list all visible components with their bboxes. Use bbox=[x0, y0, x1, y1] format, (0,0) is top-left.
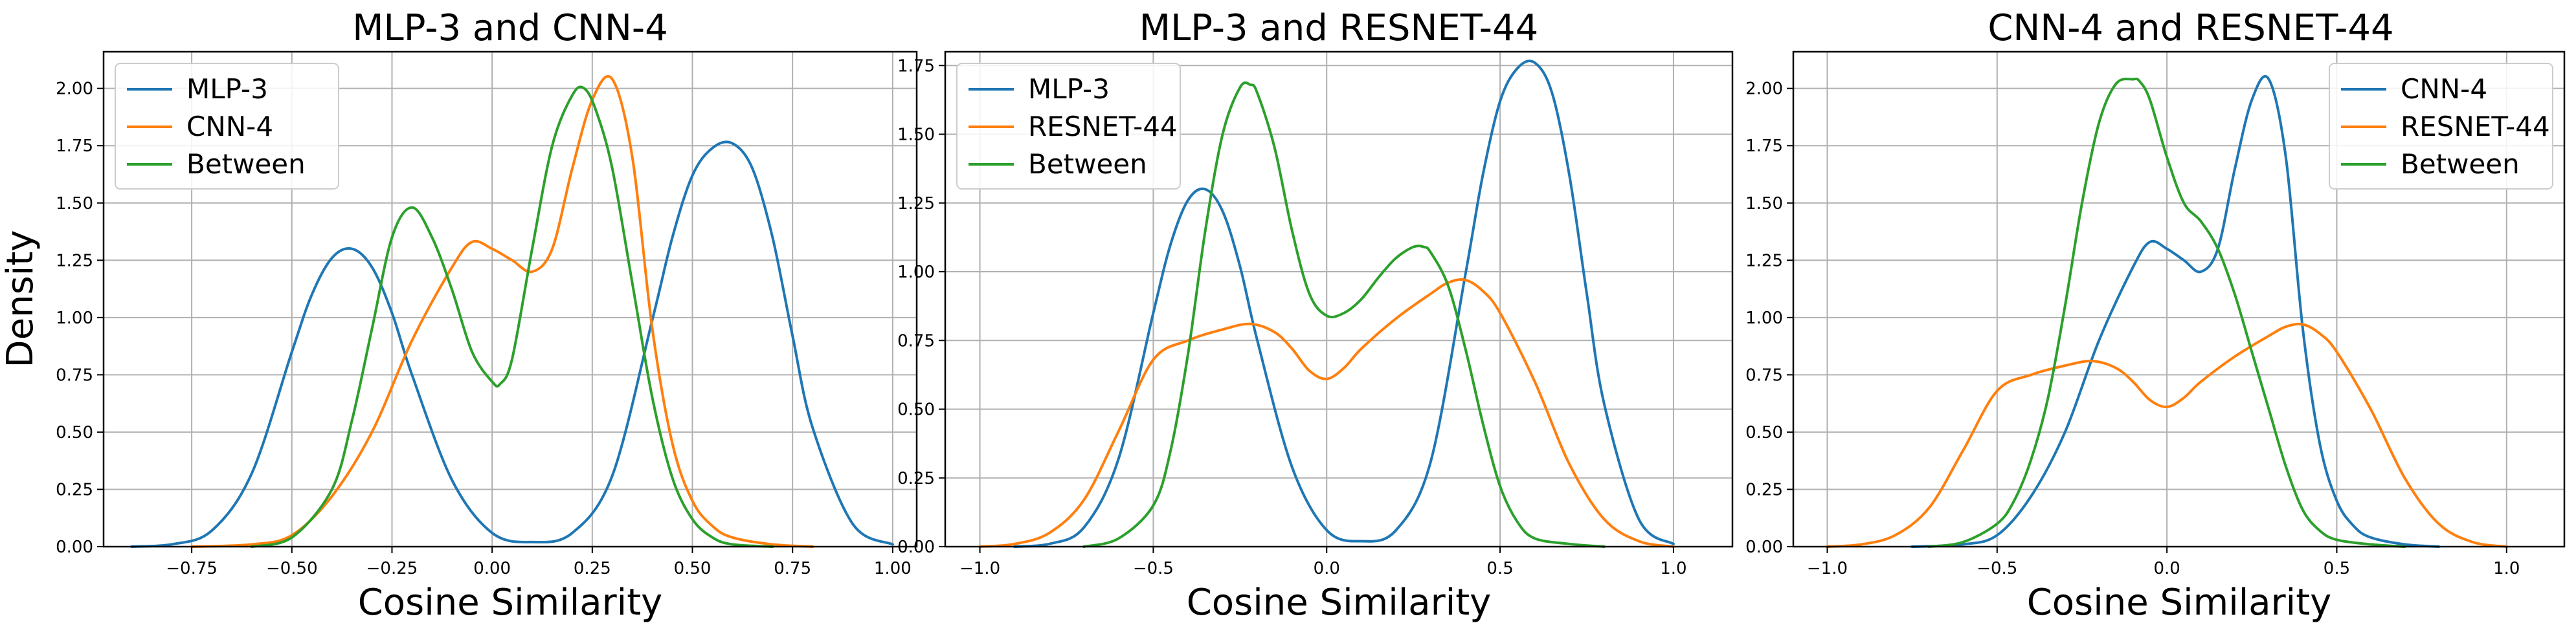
panel-mlp3-cnn4: MLP-3 and CNN-4 −0.75 −0.50 −0.25 0.00 0.25 0… bbox=[0, 7, 918, 624]
legend-label: CNN-4 bbox=[186, 111, 273, 142]
y-tick-label: 0.00 bbox=[56, 538, 93, 557]
y-tick-label: 1.50 bbox=[897, 126, 935, 145]
x-axis-label: Cosine Similarity bbox=[1187, 582, 1492, 624]
series-line-cnn-4 bbox=[190, 74, 814, 548]
x-tick-label: 0.25 bbox=[574, 559, 611, 578]
y-tick-label: 1.50 bbox=[1745, 194, 1783, 213]
y-tick-label: 2.00 bbox=[56, 80, 93, 99]
x-tick-label: 1.0 bbox=[2493, 559, 2520, 578]
y-tick-label: 0.75 bbox=[56, 366, 93, 385]
x-tick-label: −0.5 bbox=[1977, 559, 2017, 578]
y-tick-label: 0.25 bbox=[56, 480, 93, 499]
y-tick-label: 0.50 bbox=[56, 423, 93, 443]
x-tick-label: −0.25 bbox=[366, 559, 418, 578]
y-tick-label: 0.75 bbox=[897, 331, 935, 351]
y-tick-label: 1.25 bbox=[56, 251, 93, 270]
panel-title: CNN-4 and RESNET-44 bbox=[1988, 7, 2393, 49]
series-layer bbox=[1826, 74, 2508, 548]
y-tick-label: 1.75 bbox=[897, 56, 935, 76]
x-axis-label: Cosine Similarity bbox=[2027, 582, 2332, 624]
legend-label: Between bbox=[186, 148, 306, 180]
y-tick-label: 0.00 bbox=[1745, 538, 1783, 557]
y-tick-label: 0.75 bbox=[1745, 366, 1783, 385]
x-tick-label: −0.50 bbox=[266, 559, 318, 578]
series-layer bbox=[978, 60, 1675, 548]
y-tick-label: 1.00 bbox=[56, 309, 93, 328]
x-tick-label: −0.5 bbox=[1133, 559, 1174, 578]
legend-label: Between bbox=[1028, 148, 1147, 180]
x-tick-label: 0.5 bbox=[1486, 559, 1513, 578]
legend: MLP-3 RESNET-44 Between bbox=[956, 63, 1181, 190]
panel-mlp3-resnet44: MLP-3 and RESNET-44 −1.0 −0.5 0.0 0.5 1.0 0.0… bbox=[897, 7, 1734, 624]
y-tick-label: 1.25 bbox=[1745, 251, 1783, 270]
y-tick-label: 1.25 bbox=[897, 194, 935, 213]
legend-label: MLP-3 bbox=[186, 73, 268, 105]
y-tick-label: 0.25 bbox=[897, 469, 935, 488]
y-tick-label: 0.25 bbox=[1745, 480, 1783, 499]
ticks: −1.0 −0.5 0.0 0.5 1.0 0.00 0.25 0.50 0.75 1.00 1.2… bbox=[897, 56, 1687, 578]
series-line-between bbox=[250, 85, 774, 548]
y-axis-label: Density bbox=[0, 230, 41, 368]
y-tick-label: 0.50 bbox=[1745, 423, 1783, 443]
series-layer bbox=[130, 74, 894, 548]
legend-label: RESNET-44 bbox=[2401, 111, 2550, 142]
x-tick-label: 1.0 bbox=[1660, 559, 1686, 578]
legend-label: CNN-4 bbox=[2401, 73, 2487, 105]
x-tick-label: 0.0 bbox=[1314, 559, 1340, 578]
series-line-mlp-3 bbox=[1013, 60, 1675, 548]
legend-box bbox=[115, 63, 339, 190]
x-tick-label: 1.00 bbox=[874, 559, 912, 578]
series-line-cnn-4 bbox=[1910, 74, 2440, 548]
legend: CNN-4 RESNET-44 Between bbox=[2329, 63, 2553, 190]
y-tick-label: 1.50 bbox=[56, 194, 93, 213]
y-tick-label: 1.75 bbox=[56, 137, 93, 156]
y-tick-label: 0.50 bbox=[897, 400, 935, 420]
axes-frame bbox=[1792, 50, 2566, 548]
y-tick-label: 0.00 bbox=[897, 538, 935, 557]
legend-box bbox=[2329, 63, 2553, 190]
series-line-resnet-44 bbox=[978, 278, 1675, 548]
x-tick-label: 0.5 bbox=[2324, 559, 2350, 578]
y-tick-label: 2.00 bbox=[1745, 80, 1783, 99]
axes-frame bbox=[944, 50, 1734, 548]
y-tick-label: 1.00 bbox=[1745, 309, 1783, 328]
series-line-resnet-44 bbox=[1826, 322, 2508, 548]
series-line-between bbox=[1927, 77, 2406, 548]
legend-label: Between bbox=[2401, 148, 2520, 180]
y-tick-label: 1.75 bbox=[1745, 137, 1783, 156]
panel-title: MLP-3 and CNN-4 bbox=[352, 7, 668, 49]
legend-label: RESNET-44 bbox=[1028, 111, 1178, 142]
x-tick-label: 0.50 bbox=[674, 559, 711, 578]
series-line-between bbox=[1082, 81, 1606, 548]
x-tick-label: 0.00 bbox=[473, 559, 511, 578]
x-tick-label: −0.75 bbox=[166, 559, 218, 578]
legend-box bbox=[956, 63, 1181, 190]
x-tick-label: 0.0 bbox=[2153, 559, 2180, 578]
grid bbox=[104, 52, 917, 547]
axes-frame bbox=[102, 50, 918, 548]
x-tick-label: −1.0 bbox=[959, 559, 1000, 578]
y-tick-label: 1.00 bbox=[897, 263, 935, 282]
x-axis-label: Cosine Similarity bbox=[358, 582, 663, 624]
legend: MLP-3 CNN-4 Between bbox=[115, 63, 339, 190]
panel-cnn4-resnet44: CNN-4 and RESNET-44 −1.0 −0.5 0.0 0.5 1.0 0.0… bbox=[1745, 7, 2566, 624]
x-tick-label: 0.75 bbox=[774, 559, 811, 578]
ticks: −1.0 −0.5 0.0 0.5 1.0 0.00 0.25 0.50 0.75 1.00 1.2… bbox=[1745, 80, 2520, 578]
panel-title: MLP-3 and RESNET-44 bbox=[1139, 7, 1539, 49]
x-tick-label: −1.0 bbox=[1807, 559, 1848, 578]
legend-label: MLP-3 bbox=[1028, 73, 1110, 105]
ticks: −0.75 −0.50 −0.25 0.00 0.25 0.50 0.75 1.00 0.00 0… bbox=[56, 80, 912, 578]
series-line-mlp-3 bbox=[130, 140, 894, 548]
